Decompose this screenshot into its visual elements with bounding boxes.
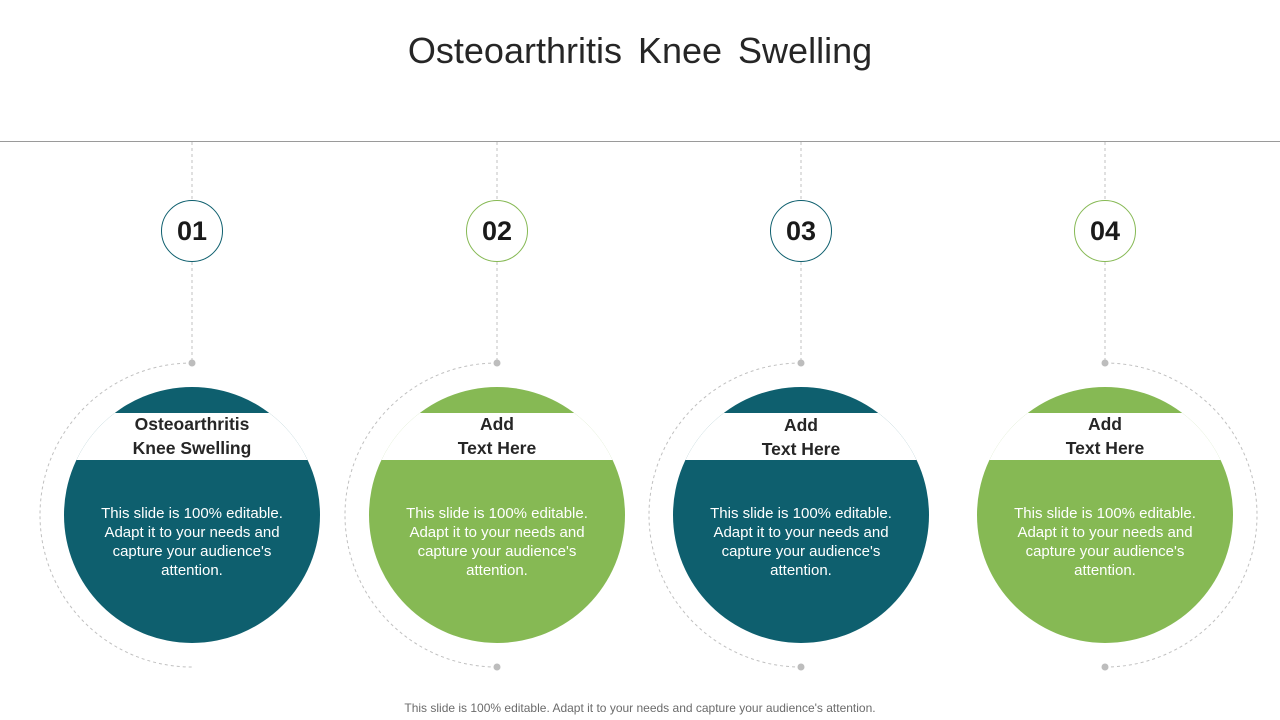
- step-number-1: 01: [161, 200, 223, 262]
- step-title-1: Osteoarthritis Knee Swelling: [92, 412, 292, 460]
- orbit-arc-4: [1104, 362, 1258, 668]
- step-text-4: This slide is 100% editable. Adapt it to…: [1014, 505, 1196, 579]
- step-title-band: [369, 413, 625, 460]
- connector-dot: [493, 359, 501, 367]
- step-title-line1: Osteoarthritis: [134, 414, 250, 434]
- connector-dot: [493, 663, 501, 671]
- step-title-2: Add Text Here: [397, 412, 597, 460]
- connector-dot: [797, 663, 805, 671]
- step-title-line2: Text Here: [761, 439, 841, 459]
- connector-dot: [1101, 359, 1109, 367]
- connector-dot: [188, 359, 196, 367]
- step-number-2: 02: [466, 200, 528, 262]
- step-number-4: 04: [1074, 200, 1136, 262]
- step-disc-2: [369, 387, 625, 643]
- step-title-line2: Text Here: [1065, 438, 1145, 458]
- step-text-3: This slide is 100% editable. Adapt it to…: [710, 505, 892, 579]
- header-divider: [0, 141, 1280, 142]
- step-title-band: [673, 413, 929, 460]
- step-title-line2: Text Here: [457, 438, 537, 458]
- step-title-line2: Knee Swelling: [132, 438, 252, 458]
- step-disc-3: [673, 387, 929, 643]
- step-title-band: [977, 413, 1233, 460]
- step-title-4: Add Text Here: [1005, 412, 1205, 460]
- orbit-arc-1: [39, 362, 193, 668]
- step-disc-1: [64, 387, 320, 643]
- step-text-1: This slide is 100% editable. Adapt it to…: [101, 505, 283, 579]
- page-title: Osteoarthritis Knee Swelling: [407, 30, 873, 71]
- step-title-3: Add Text Here: [701, 413, 901, 461]
- orbit-arc-2: [344, 362, 498, 668]
- step-title-band: [64, 413, 320, 460]
- connector-dot: [1101, 663, 1109, 671]
- footer-note: This slide is 100% editable. Adapt it to…: [404, 701, 876, 715]
- step-title-line1: Add: [783, 415, 819, 435]
- connector-dot: [797, 359, 805, 367]
- orbit-arc-3: [648, 362, 802, 668]
- step-number-3: 03: [770, 200, 832, 262]
- step-title-line1: Add: [1087, 414, 1123, 434]
- step-text-2: This slide is 100% editable. Adapt it to…: [406, 505, 588, 579]
- step-disc-4: [977, 387, 1233, 643]
- step-title-line1: Add: [479, 414, 515, 434]
